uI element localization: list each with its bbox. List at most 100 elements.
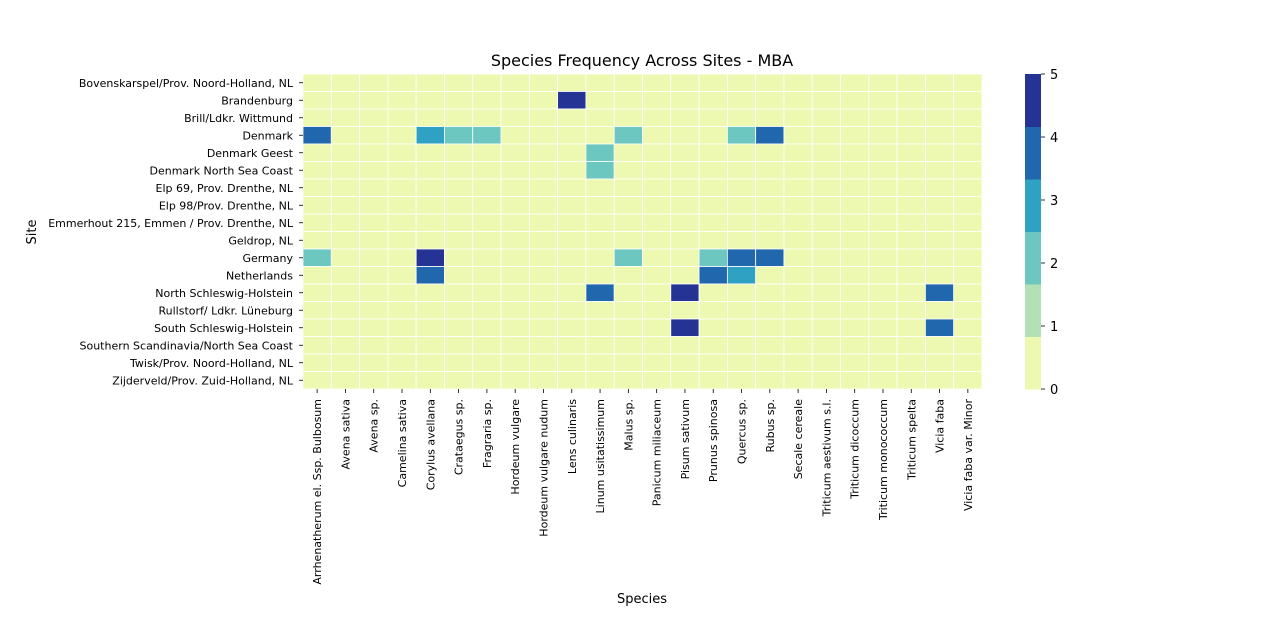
colorbar-tick-label: 2 [1050, 257, 1058, 272]
heatmap-cell [840, 266, 870, 285]
heatmap-cell [698, 73, 728, 92]
heatmap-cell [670, 231, 700, 250]
heatmap-cell [726, 108, 757, 127]
heatmap-cell [868, 196, 898, 215]
heatmap-cell [585, 248, 615, 267]
heatmap-cell [896, 91, 926, 110]
heatmap-cell [613, 231, 643, 250]
row-tick-label: Denmark Geest [207, 147, 294, 160]
heatmap-cell [726, 371, 757, 390]
heatmap-cell [925, 161, 955, 180]
heatmap-cell [811, 213, 841, 232]
heatmap-cell [953, 283, 983, 302]
heatmap-cell [698, 336, 728, 355]
heatmap-cell [557, 266, 587, 285]
heatmap-cell [726, 213, 757, 232]
heatmap-cell [925, 108, 955, 127]
column-tick-label: Secale cereale [792, 399, 805, 480]
row-tick-label: Zijderveld/Prov. Zuid-Holland, NL [112, 374, 294, 387]
heatmap-cell [840, 318, 870, 337]
heatmap-cell [868, 336, 898, 355]
heatmap-cell [528, 353, 559, 372]
colorbar-band [1025, 74, 1041, 127]
heatmap-cell [953, 231, 983, 250]
heatmap-cell [726, 178, 757, 197]
heatmap-cell [698, 248, 728, 267]
heatmap-cell [528, 301, 559, 320]
heatmap-cell [528, 161, 559, 180]
heatmap-cell [896, 143, 926, 162]
heatmap-cell [840, 161, 870, 180]
heatmap-cell [953, 73, 983, 92]
heatmap-cell [557, 108, 587, 127]
heatmap-cell [783, 301, 813, 320]
heatmap-cell [585, 126, 615, 145]
heatmap-cell [330, 266, 360, 285]
heatmap-cell [444, 266, 474, 285]
heatmap-cell [444, 143, 474, 162]
heatmap-cell [613, 178, 643, 197]
heatmap-cell [840, 73, 870, 92]
heatmap-cell [642, 91, 672, 110]
heatmap-cell [528, 371, 559, 390]
heatmap-cell [444, 231, 474, 250]
heatmap-cell [783, 231, 813, 250]
heatmap-cell [642, 248, 672, 267]
heatmap-cell [585, 283, 615, 302]
heatmap-cell [472, 196, 502, 215]
heatmap-cell [755, 161, 785, 180]
heatmap-cell [783, 143, 813, 162]
heatmap-cell [840, 91, 870, 110]
heatmap-cells [302, 73, 983, 390]
heatmap-cell [642, 213, 672, 232]
heatmap-cell [557, 336, 587, 355]
heatmap-cell [444, 248, 474, 267]
heatmap-cell [755, 108, 785, 127]
heatmap-cell [557, 231, 587, 250]
heatmap-cell [359, 231, 389, 250]
heatmap-cell [557, 283, 587, 302]
heatmap-cell [953, 91, 983, 110]
heatmap-cell [387, 248, 417, 267]
heatmap-cell [953, 336, 983, 355]
heatmap-cell [444, 353, 474, 372]
heatmap-cell [925, 73, 955, 92]
heatmap-cell [444, 178, 474, 197]
heatmap-cell [387, 73, 417, 92]
heatmap-cell [755, 318, 785, 337]
heatmap-cell [585, 73, 615, 92]
heatmap-cell [840, 126, 870, 145]
heatmap-cell [698, 318, 728, 337]
heatmap-cell [330, 248, 360, 267]
heatmap-cell [953, 178, 983, 197]
heatmap-cell [415, 301, 445, 320]
row-tick-label: Bovenskarspel/Prov. Noord-Holland, NL [79, 77, 294, 90]
heatmap-cell [868, 73, 898, 92]
heatmap-cell [613, 266, 643, 285]
heatmap-cell [500, 196, 530, 215]
heatmap-cell [302, 283, 332, 302]
heatmap-cell [925, 371, 955, 390]
heatmap-cell [840, 353, 870, 372]
heatmap-cell [613, 283, 643, 302]
heatmap-cell [359, 178, 389, 197]
heatmap-cell [670, 353, 700, 372]
heatmap-cell [726, 301, 757, 320]
heatmap-cell [755, 213, 785, 232]
heatmap-cell [472, 73, 502, 92]
heatmap-cell [953, 108, 983, 127]
heatmap-cell [359, 143, 389, 162]
heatmap-cell [642, 318, 672, 337]
heatmap-cell [472, 353, 502, 372]
heatmap-cell [811, 73, 841, 92]
colorbar-tick-label: 3 [1050, 194, 1058, 209]
heatmap-cell [557, 91, 587, 110]
heatmap-cell [642, 143, 672, 162]
heatmap-cell [528, 91, 559, 110]
heatmap-cell [896, 196, 926, 215]
heatmap-cell [642, 283, 672, 302]
heatmap-cell [755, 231, 785, 250]
heatmap-cell [868, 91, 898, 110]
column-tick-label: Fragraria sp. [481, 399, 494, 468]
heatmap-cell [613, 371, 643, 390]
